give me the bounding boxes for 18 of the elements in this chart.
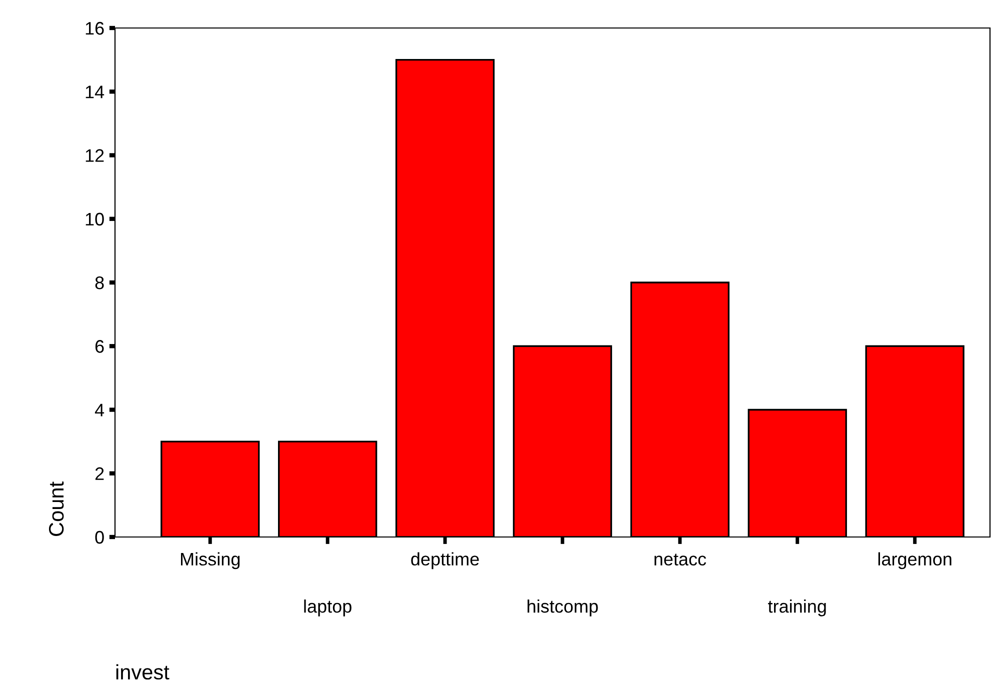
x-tick-label: netacc [654,554,706,566]
y-tick-label: 12 [86,149,104,162]
y-tick-label: 6 [95,340,104,353]
y-tick-label: 16 [86,22,104,35]
y-tick-label: 2 [95,467,104,480]
y-tick-label: 8 [95,276,104,290]
x-tick-label: laptop [304,600,352,616]
y-tick-label: 0 [95,530,104,544]
y-axis-title: Count [48,482,64,536]
x-tick-label: largemon [878,552,952,570]
x-tick-label: histcomp [528,600,598,616]
x-axis-title: invest [116,664,170,680]
y-tick-label: 14 [86,86,104,98]
y-tick-label: 4 [94,404,104,416]
x-tick-label: training [768,600,826,616]
y-tick-label: 10 [86,212,104,226]
x-tick-label: Missing [181,552,240,570]
x-tick-label: depttime [411,552,479,570]
